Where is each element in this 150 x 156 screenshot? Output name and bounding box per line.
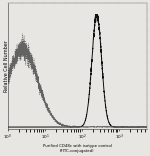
Y-axis label: Relative Cell Number: Relative Cell Number bbox=[4, 40, 9, 92]
X-axis label: Purified CD48c with isotype control
(FITC-conjugated): Purified CD48c with isotype control (FIT… bbox=[43, 144, 112, 153]
